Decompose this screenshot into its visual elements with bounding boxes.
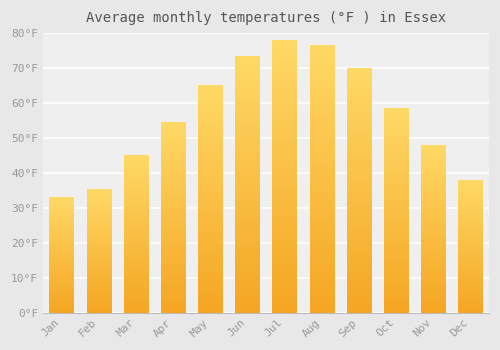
Bar bbox=[161, 122, 185, 313]
Bar bbox=[458, 180, 482, 313]
Bar bbox=[236, 56, 260, 313]
Bar bbox=[272, 40, 296, 313]
Title: Average monthly temperatures (°F ) in Essex: Average monthly temperatures (°F ) in Es… bbox=[86, 11, 446, 25]
Bar bbox=[310, 46, 334, 313]
Bar bbox=[347, 68, 371, 313]
Bar bbox=[86, 189, 111, 313]
Bar bbox=[421, 145, 445, 313]
Bar bbox=[124, 155, 148, 313]
Bar bbox=[384, 108, 408, 313]
Bar bbox=[198, 86, 222, 313]
Bar bbox=[50, 197, 74, 313]
